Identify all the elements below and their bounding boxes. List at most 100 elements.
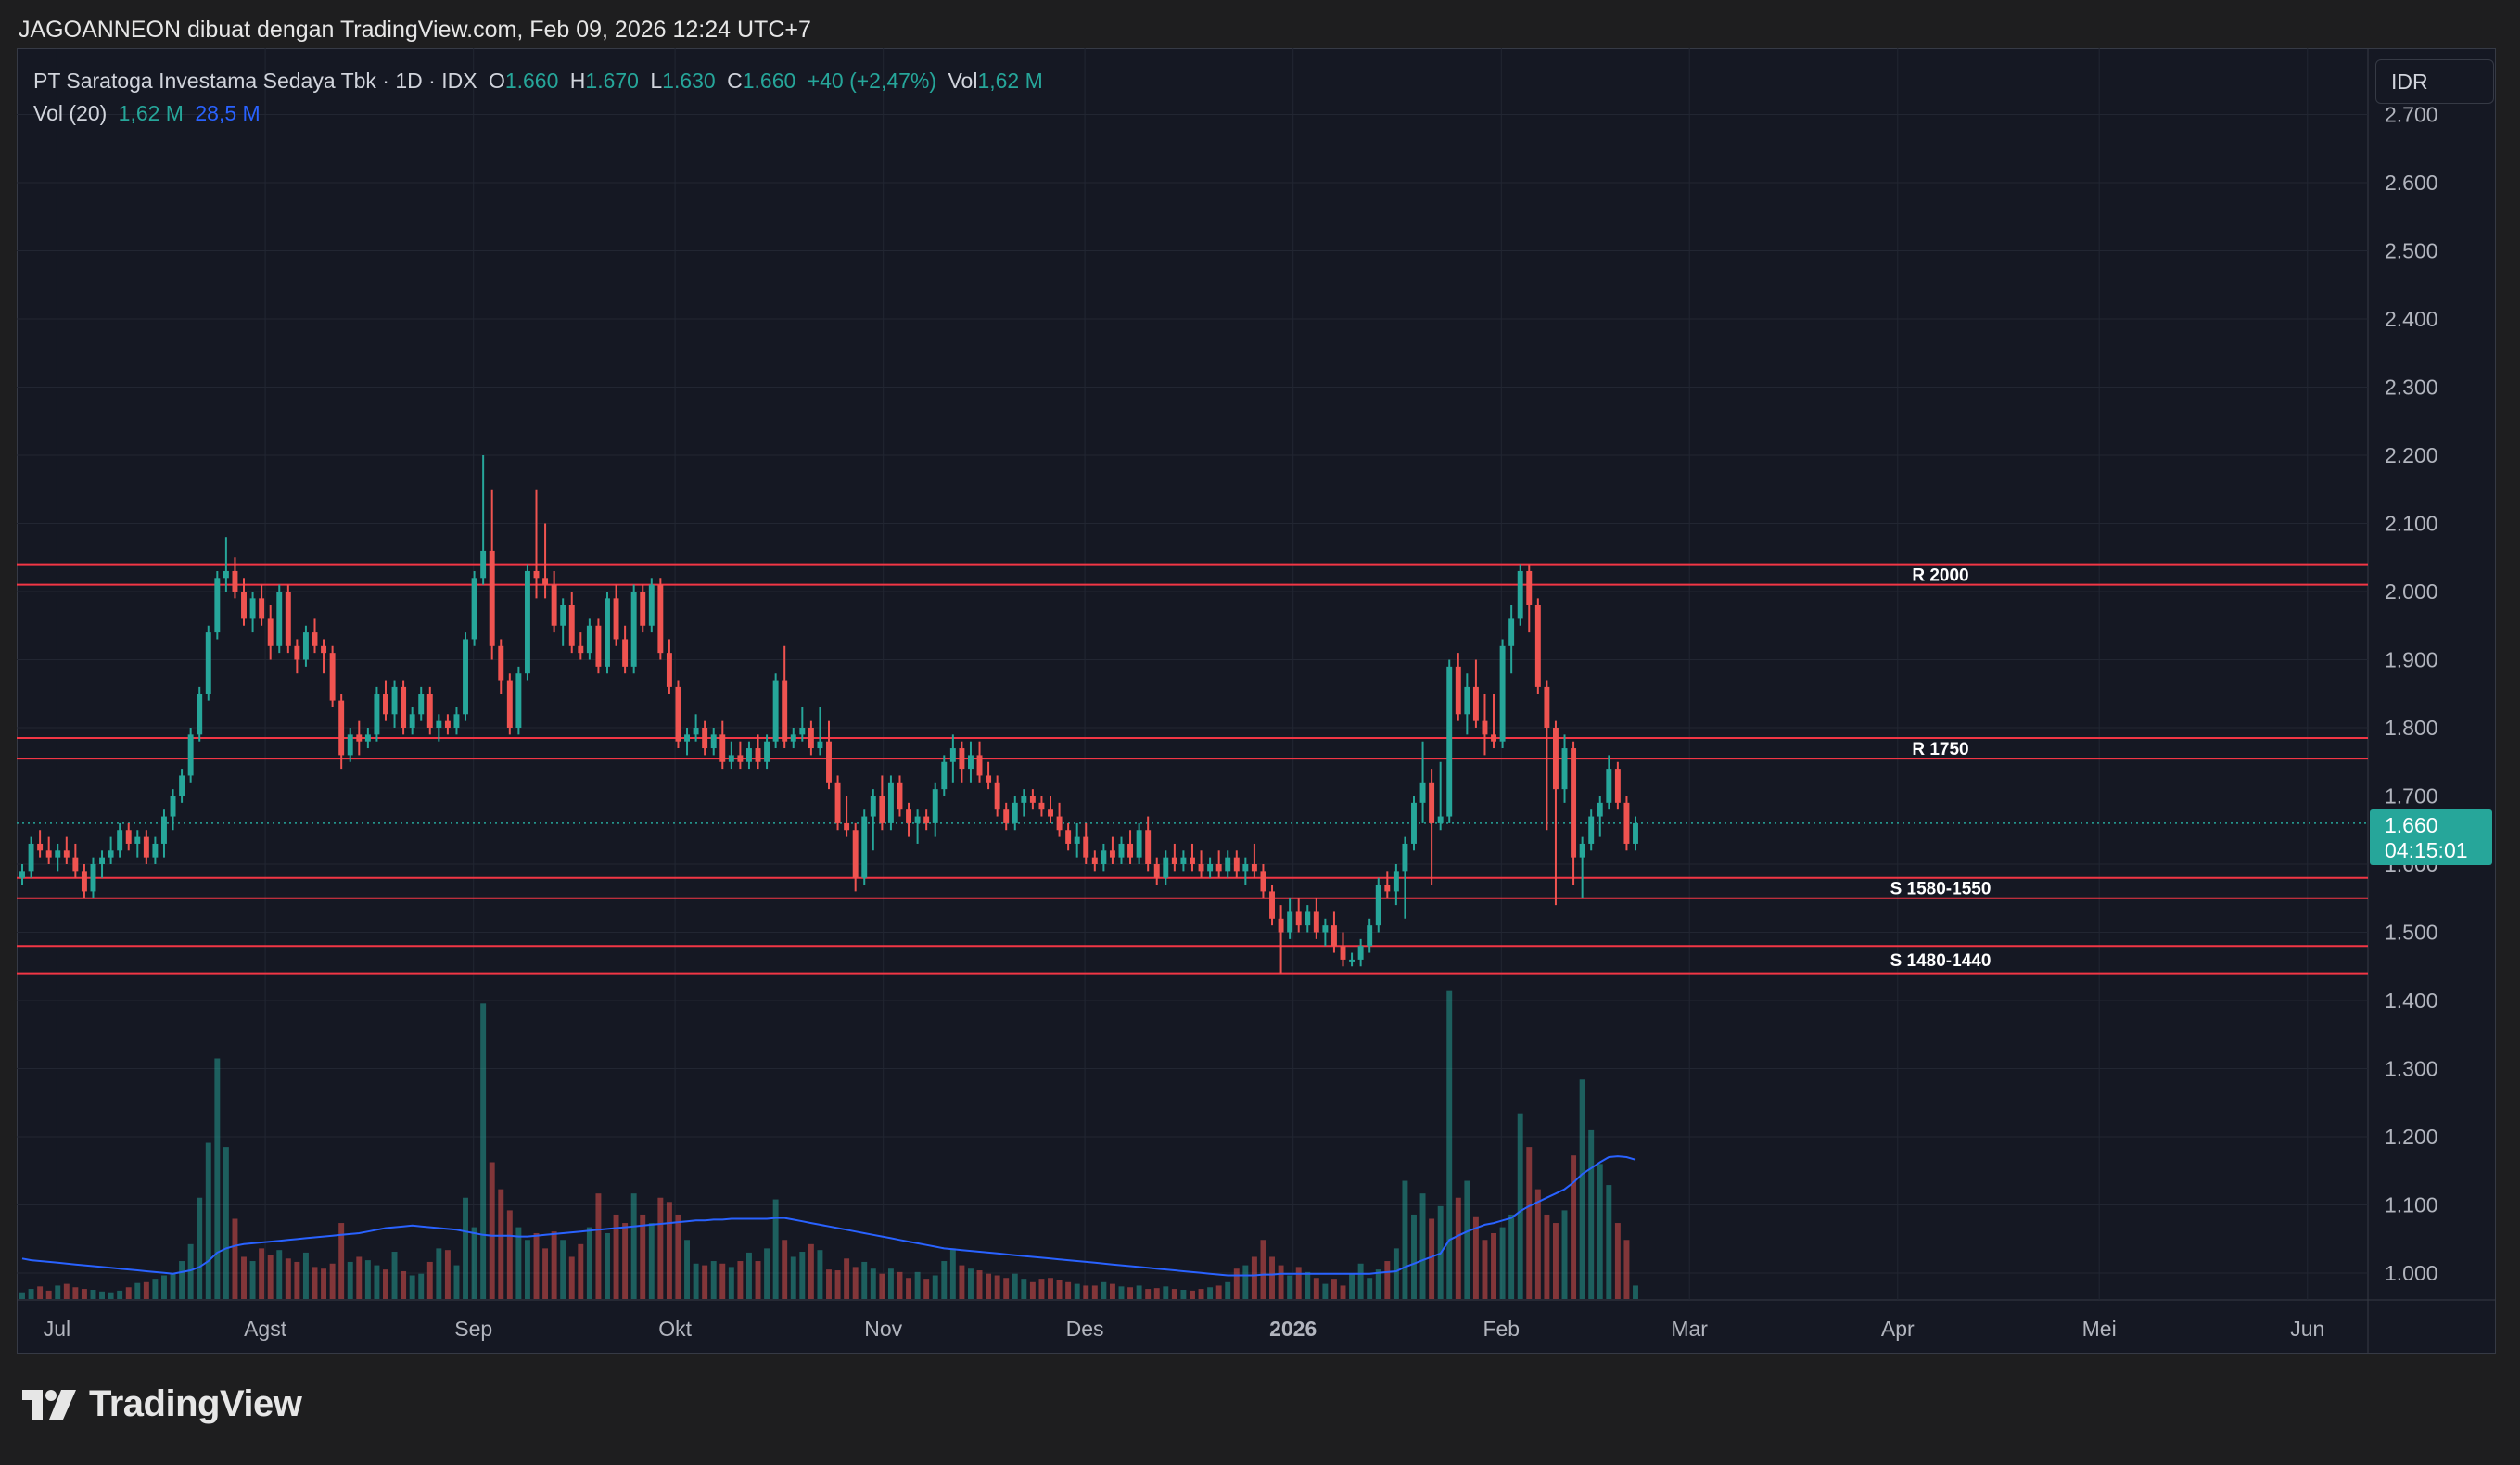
candle-body — [1375, 885, 1381, 926]
candle-body — [506, 680, 513, 728]
volume-bar — [267, 1255, 274, 1299]
volume-bar — [436, 1248, 442, 1299]
volume-bar — [1482, 1240, 1488, 1299]
candle-body — [1269, 891, 1275, 919]
candle-body — [1065, 830, 1072, 844]
volume-bar — [1508, 1214, 1515, 1299]
volume-bar — [861, 1261, 868, 1299]
candle-body — [1171, 857, 1177, 864]
high-label: H — [569, 69, 586, 93]
volume-bar — [1012, 1273, 1018, 1299]
candle-body — [81, 871, 87, 892]
volume-bar — [923, 1279, 930, 1299]
level-label: S 1580-1550 — [1890, 880, 1992, 899]
candle-body — [1012, 802, 1018, 823]
vol-label: Vol — [948, 69, 978, 93]
vol-value: 1,62 M — [977, 69, 1043, 93]
candle-body — [693, 728, 699, 735]
candle-body — [808, 728, 814, 749]
volume-bar — [498, 1189, 504, 1299]
brand-name: TradingView — [89, 1383, 302, 1424]
volume-bar — [99, 1291, 106, 1299]
time-tick-label: 2026 — [1269, 1317, 1317, 1341]
volume-bar — [1623, 1240, 1630, 1299]
time-tick-label: Jul — [44, 1317, 70, 1341]
volume-bar — [1091, 1285, 1098, 1299]
candle-body — [524, 570, 530, 674]
candle-body — [1429, 782, 1435, 823]
tradingview-brand[interactable]: TradingView — [20, 1383, 302, 1425]
volume-bar — [453, 1265, 460, 1299]
volume-bar — [1287, 1275, 1293, 1299]
volume-bar — [1472, 1216, 1479, 1299]
volume-bar — [1588, 1129, 1595, 1299]
volume-legend: Vol (20) 1,62 M 28,5 M — [33, 101, 266, 126]
volume-bar — [1295, 1267, 1302, 1299]
volume-bar — [1056, 1280, 1063, 1299]
volume-bar — [471, 1227, 477, 1299]
volume-ma-line — [21, 1155, 1636, 1277]
volume-bar — [117, 1290, 123, 1299]
candle-body — [613, 598, 619, 640]
volume-bar — [1198, 1289, 1204, 1299]
volume-bar — [568, 1256, 575, 1299]
currency-button[interactable]: IDR — [2375, 59, 2494, 104]
candle-body — [551, 584, 557, 626]
candle-body — [906, 809, 912, 823]
volume-bar — [329, 1263, 336, 1299]
candle-body — [19, 871, 25, 878]
candle-body — [1571, 748, 1577, 858]
volume-bar — [1118, 1286, 1125, 1299]
candle-body — [1349, 959, 1355, 962]
volume-bar — [879, 1273, 885, 1299]
candle-body — [223, 570, 229, 579]
close-label: C — [727, 69, 743, 93]
candle-body — [1544, 686, 1550, 728]
candle-body — [533, 570, 540, 579]
candle-body — [719, 734, 726, 762]
volume-bar — [302, 1252, 309, 1299]
candle-body — [1508, 618, 1515, 646]
price-tick-label: 2.300 — [2385, 376, 2438, 400]
volume-bar — [595, 1193, 602, 1299]
candle-body — [480, 550, 487, 579]
volume-bar — [1215, 1285, 1222, 1299]
volume-bar — [1048, 1278, 1053, 1299]
volume-bar — [81, 1289, 87, 1299]
price-tick-label: 2.100 — [2385, 512, 2438, 536]
price-chart[interactable]: 1.0001.1001.2001.3001.4001.5001.6001.700… — [17, 48, 2496, 1354]
candle-body — [117, 830, 123, 851]
price-tick-label: 1.800 — [2385, 716, 2438, 740]
volume-bar — [276, 1250, 283, 1299]
high-value: 1.670 — [585, 69, 639, 93]
candle-body — [844, 822, 850, 831]
candle-body — [285, 592, 291, 646]
candle-body — [1482, 720, 1488, 735]
volume-bar — [1136, 1285, 1142, 1299]
volume-bar — [844, 1258, 850, 1299]
volume-bar — [1357, 1263, 1364, 1299]
candle-body — [1526, 570, 1533, 605]
candle-body — [923, 816, 930, 823]
volume-bar — [108, 1292, 114, 1299]
candle-body — [782, 680, 788, 742]
candle-body — [179, 775, 185, 796]
volume-bar — [294, 1261, 300, 1299]
candle-body — [426, 694, 433, 728]
low-label: L — [650, 69, 663, 93]
level-label: R 2000 — [1912, 567, 1968, 586]
candle-body — [1198, 864, 1204, 872]
volume-bar — [223, 1147, 229, 1299]
candle-body — [560, 605, 566, 626]
volume-bar — [444, 1250, 451, 1299]
last-price-tag: 1.660 04:15:01 — [2370, 809, 2492, 865]
price-tick-label: 1.700 — [2385, 784, 2438, 809]
volume-bar — [560, 1240, 566, 1299]
level-label: S 1480-1440 — [1890, 951, 1992, 971]
candle-body — [1340, 946, 1346, 960]
candle-body — [1101, 850, 1107, 864]
volume-bar — [63, 1283, 70, 1299]
volume-bar — [542, 1248, 549, 1299]
volume-bar — [1571, 1155, 1577, 1299]
price-tick-label: 2.400 — [2385, 307, 2438, 331]
